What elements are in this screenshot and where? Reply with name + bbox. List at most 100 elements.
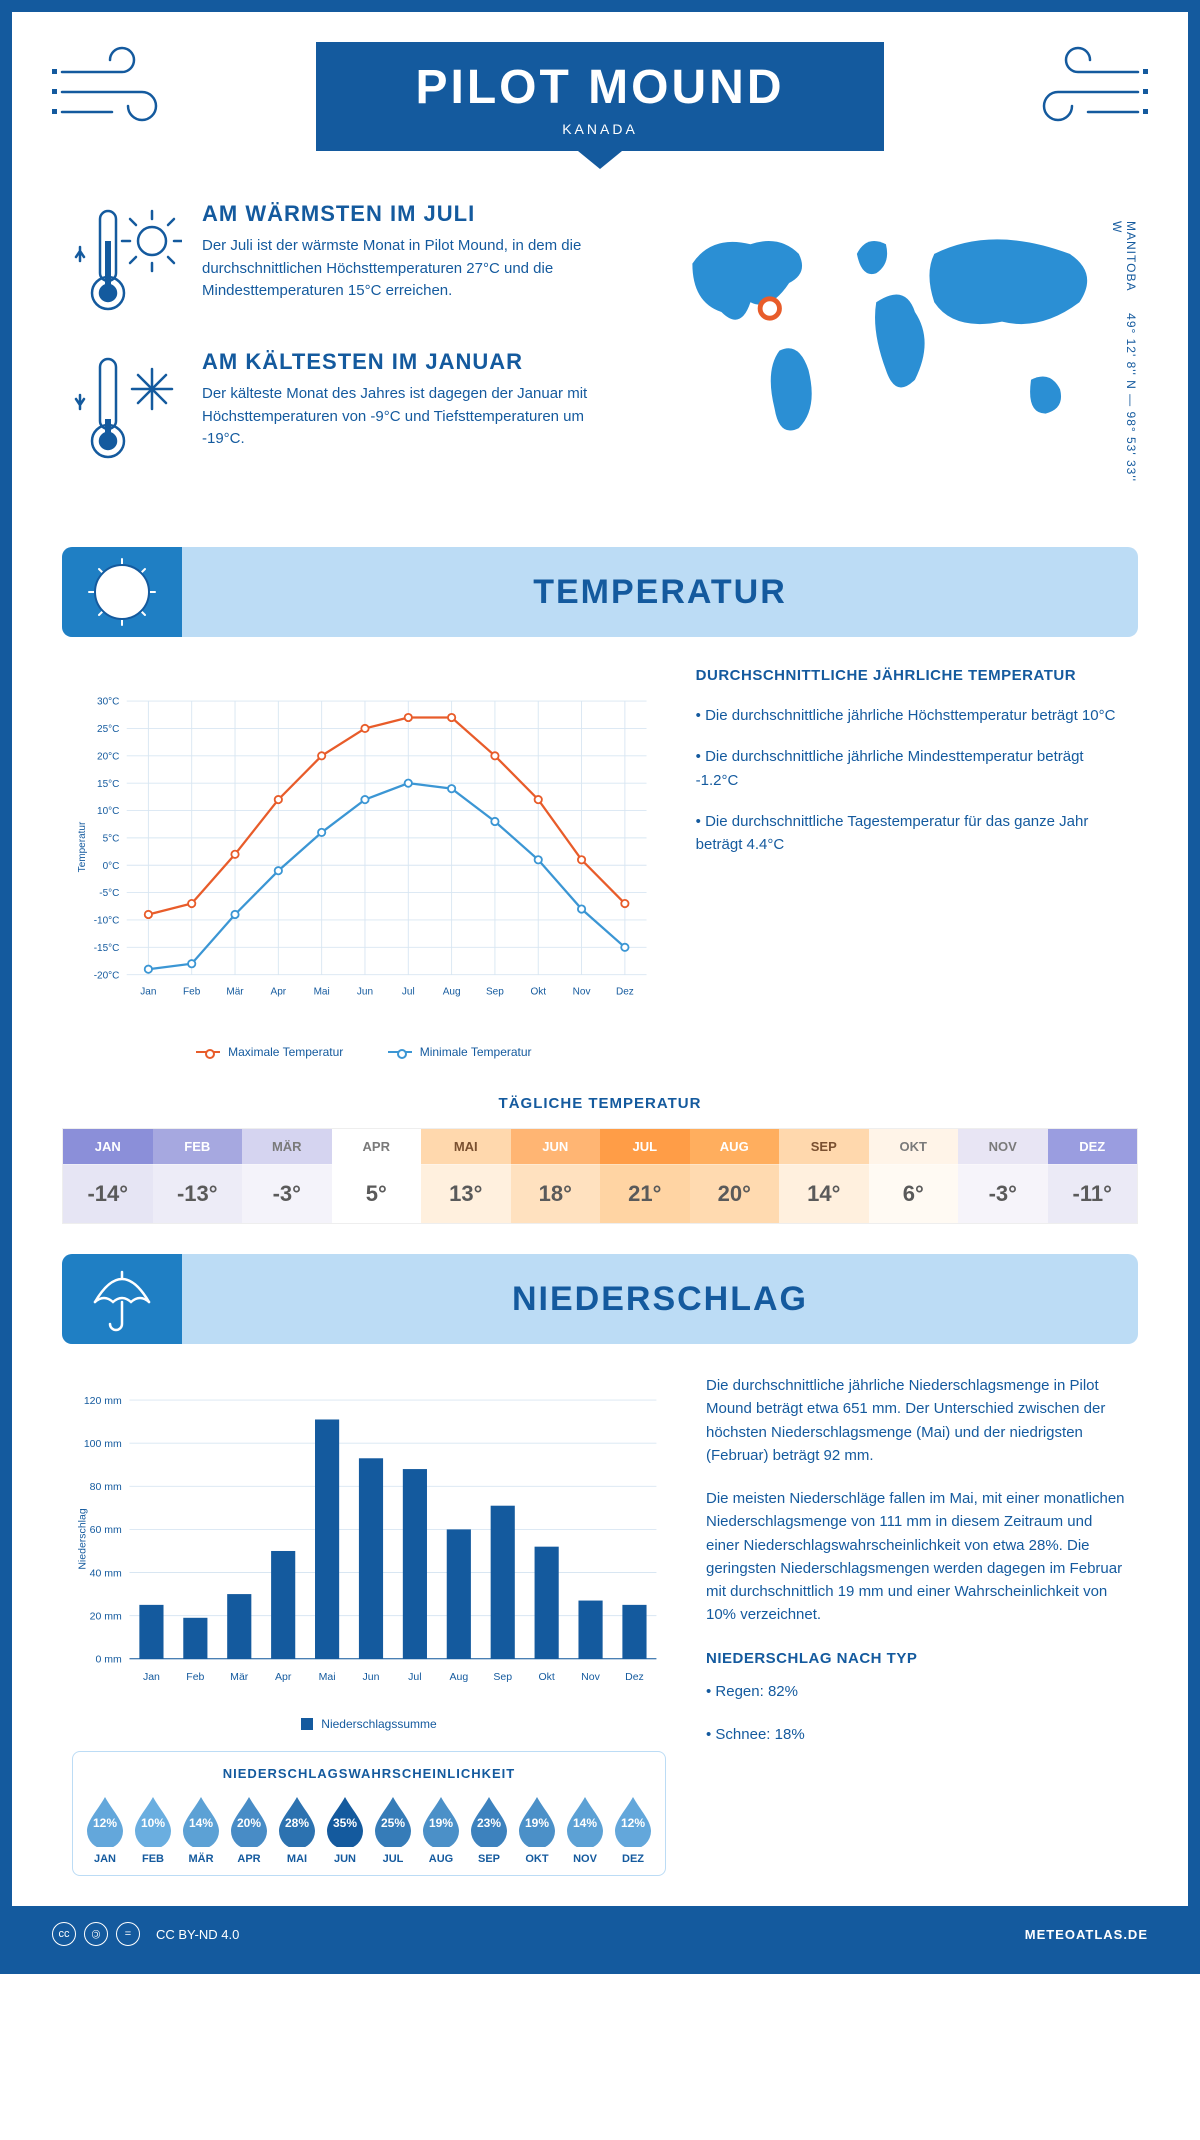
- drop-icon: 10%: [131, 1793, 175, 1847]
- umbrella-icon: [87, 1264, 157, 1334]
- drop-month: JUL: [371, 1853, 415, 1865]
- svg-text:-10°C: -10°C: [94, 916, 120, 927]
- wind-icon-right: [1008, 42, 1148, 132]
- svg-text:Mai: Mai: [319, 1671, 336, 1683]
- temp-summary-heading: DURCHSCHNITTLICHE JÄHRLICHE TEMPERATUR: [696, 667, 1128, 684]
- precip-area: 0 mm20 mm40 mm60 mm80 mm100 mm120 mmJanF…: [12, 1374, 1188, 1906]
- svg-text:15°C: 15°C: [97, 779, 119, 790]
- drop-month: JUN: [323, 1853, 367, 1865]
- daily-head: APR: [332, 1129, 422, 1164]
- coldest-block: AM KÄLTESTEN IM JANUAR Der kälteste Mona…: [72, 349, 604, 469]
- svg-text:Apr: Apr: [271, 987, 287, 998]
- daily-head: SEP: [779, 1129, 869, 1164]
- svg-text:25°C: 25°C: [97, 724, 119, 735]
- svg-text:0 mm: 0 mm: [96, 1654, 123, 1666]
- svg-text:Jan: Jan: [143, 1671, 160, 1683]
- drop-pct: 20%: [237, 1816, 261, 1830]
- daily-cell: APR5°: [332, 1129, 422, 1223]
- thermometer-cold-icon: [72, 349, 182, 469]
- svg-text:-15°C: -15°C: [94, 943, 120, 954]
- daily-head: DEZ: [1048, 1129, 1138, 1164]
- temperature-summary: DURCHSCHNITTLICHE JÄHRLICHE TEMPERATUR •…: [696, 667, 1128, 1059]
- section-bar-temperature: TEMPERATUR: [62, 547, 1138, 637]
- precip-type-heading: NIEDERSCHLAG NACH TYP: [706, 1647, 1128, 1670]
- temperature-legend: Maximale Temperatur Minimale Temperatur: [72, 1040, 656, 1059]
- daily-cell: OKT6°: [869, 1129, 959, 1223]
- prob-cell: 10% FEB: [131, 1793, 175, 1865]
- prob-cell: 20% APR: [227, 1793, 271, 1865]
- wind-icon-left: [52, 42, 192, 132]
- prob-cell: 19% AUG: [419, 1793, 463, 1865]
- thermometer-hot-icon: [72, 201, 182, 321]
- license-badges: cc 🄯 = CC BY-ND 4.0: [52, 1922, 239, 1946]
- footer-brand: METEOATLAS.DE: [1025, 1927, 1148, 1942]
- svg-text:Nov: Nov: [581, 1671, 600, 1683]
- svg-text:Sep: Sep: [493, 1671, 512, 1683]
- legend-min-label: Minimale Temperatur: [420, 1045, 532, 1059]
- warmest-text: Der Juli ist der wärmste Monat in Pilot …: [202, 235, 604, 303]
- drop-icon: 14%: [563, 1793, 607, 1847]
- svg-text:10°C: 10°C: [97, 806, 119, 817]
- svg-text:Temperatur: Temperatur: [77, 821, 88, 872]
- svg-text:Jul: Jul: [402, 987, 415, 998]
- svg-text:Apr: Apr: [275, 1671, 292, 1683]
- svg-text:Mär: Mär: [230, 1671, 249, 1683]
- prob-cell: 14% NOV: [563, 1793, 607, 1865]
- temp-bullet-1: • Die durchschnittliche jährliche Mindes…: [696, 745, 1128, 792]
- drop-pct: 35%: [333, 1816, 357, 1830]
- temp-bullet-0: • Die durchschnittliche jährliche Höchst…: [696, 704, 1128, 727]
- drop-pct: 25%: [381, 1816, 405, 1830]
- svg-text:Feb: Feb: [186, 1671, 204, 1683]
- drop-month: MAI: [275, 1853, 319, 1865]
- legend-max: Maximale Temperatur: [196, 1045, 343, 1059]
- drop-pct: 14%: [189, 1816, 213, 1830]
- daily-head: OKT: [869, 1129, 959, 1164]
- drop-month: NOV: [563, 1853, 607, 1865]
- drop-icon: 12%: [611, 1793, 655, 1847]
- drop-pct: 14%: [573, 1816, 597, 1830]
- drop-pct: 12%: [93, 1816, 117, 1830]
- sun-icon: [87, 557, 157, 627]
- coldest-text: Der kälteste Monat des Jahres ist dagege…: [202, 383, 604, 451]
- daily-cell: JUN18°: [511, 1129, 601, 1223]
- license-text: CC BY-ND 4.0: [156, 1927, 239, 1942]
- drop-pct: 10%: [141, 1816, 165, 1830]
- daily-cell: JUL21°: [600, 1129, 690, 1223]
- svg-text:Niederschlag: Niederschlag: [76, 1508, 88, 1570]
- prob-cell: 28% MAI: [275, 1793, 319, 1865]
- drop-month: APR: [227, 1853, 271, 1865]
- drop-month: AUG: [419, 1853, 463, 1865]
- drop-pct: 19%: [429, 1816, 453, 1830]
- cc-icon: cc: [52, 1922, 76, 1946]
- prob-title: NIEDERSCHLAGSWAHRSCHEINLICHKEIT: [83, 1766, 655, 1781]
- svg-text:100 mm: 100 mm: [84, 1438, 122, 1450]
- daily-value: 13°: [421, 1164, 511, 1223]
- svg-text:Jun: Jun: [357, 987, 373, 998]
- world-map-icon: [644, 201, 1128, 481]
- precip-legend: Niederschlagssumme: [72, 1717, 666, 1735]
- drop-icon: 28%: [275, 1793, 319, 1847]
- svg-text:0°C: 0°C: [103, 861, 120, 872]
- daily-temp-title: TÄGLICHE TEMPERATUR: [12, 1095, 1188, 1112]
- precip-p2: Die meisten Niederschläge fallen im Mai,…: [706, 1487, 1128, 1627]
- daily-head: MÄR: [242, 1129, 332, 1164]
- svg-text:20 mm: 20 mm: [90, 1610, 122, 1622]
- precip-probability-drops: 12% JAN 10% FEB 14% MÄR 20% APR 28% MAI: [83, 1793, 655, 1865]
- region-label: MANITOBA: [1124, 221, 1138, 291]
- drop-pct: 23%: [477, 1816, 501, 1830]
- prob-cell: 14% MÄR: [179, 1793, 223, 1865]
- svg-text:30°C: 30°C: [97, 697, 119, 708]
- title-banner: PILOT MOUND KANADA: [316, 42, 885, 151]
- drop-month: OKT: [515, 1853, 559, 1865]
- svg-text:Aug: Aug: [449, 1671, 468, 1683]
- svg-text:Nov: Nov: [573, 987, 591, 998]
- svg-text:-20°C: -20°C: [94, 970, 120, 981]
- temperature-chart-wrap: -20°C-15°C-10°C-5°C0°C5°C10°C15°C20°C25°…: [72, 667, 656, 1059]
- legend-max-label: Maximale Temperatur: [228, 1045, 343, 1059]
- daily-cell: DEZ-11°: [1048, 1129, 1138, 1223]
- svg-text:Jun: Jun: [363, 1671, 380, 1683]
- section-bar-precip: NIEDERSCHLAG: [62, 1254, 1138, 1344]
- precip-probability-box: NIEDERSCHLAGSWAHRSCHEINLICHKEIT 12% JAN …: [72, 1751, 666, 1876]
- svg-text:40 mm: 40 mm: [90, 1567, 122, 1579]
- svg-text:60 mm: 60 mm: [90, 1524, 122, 1536]
